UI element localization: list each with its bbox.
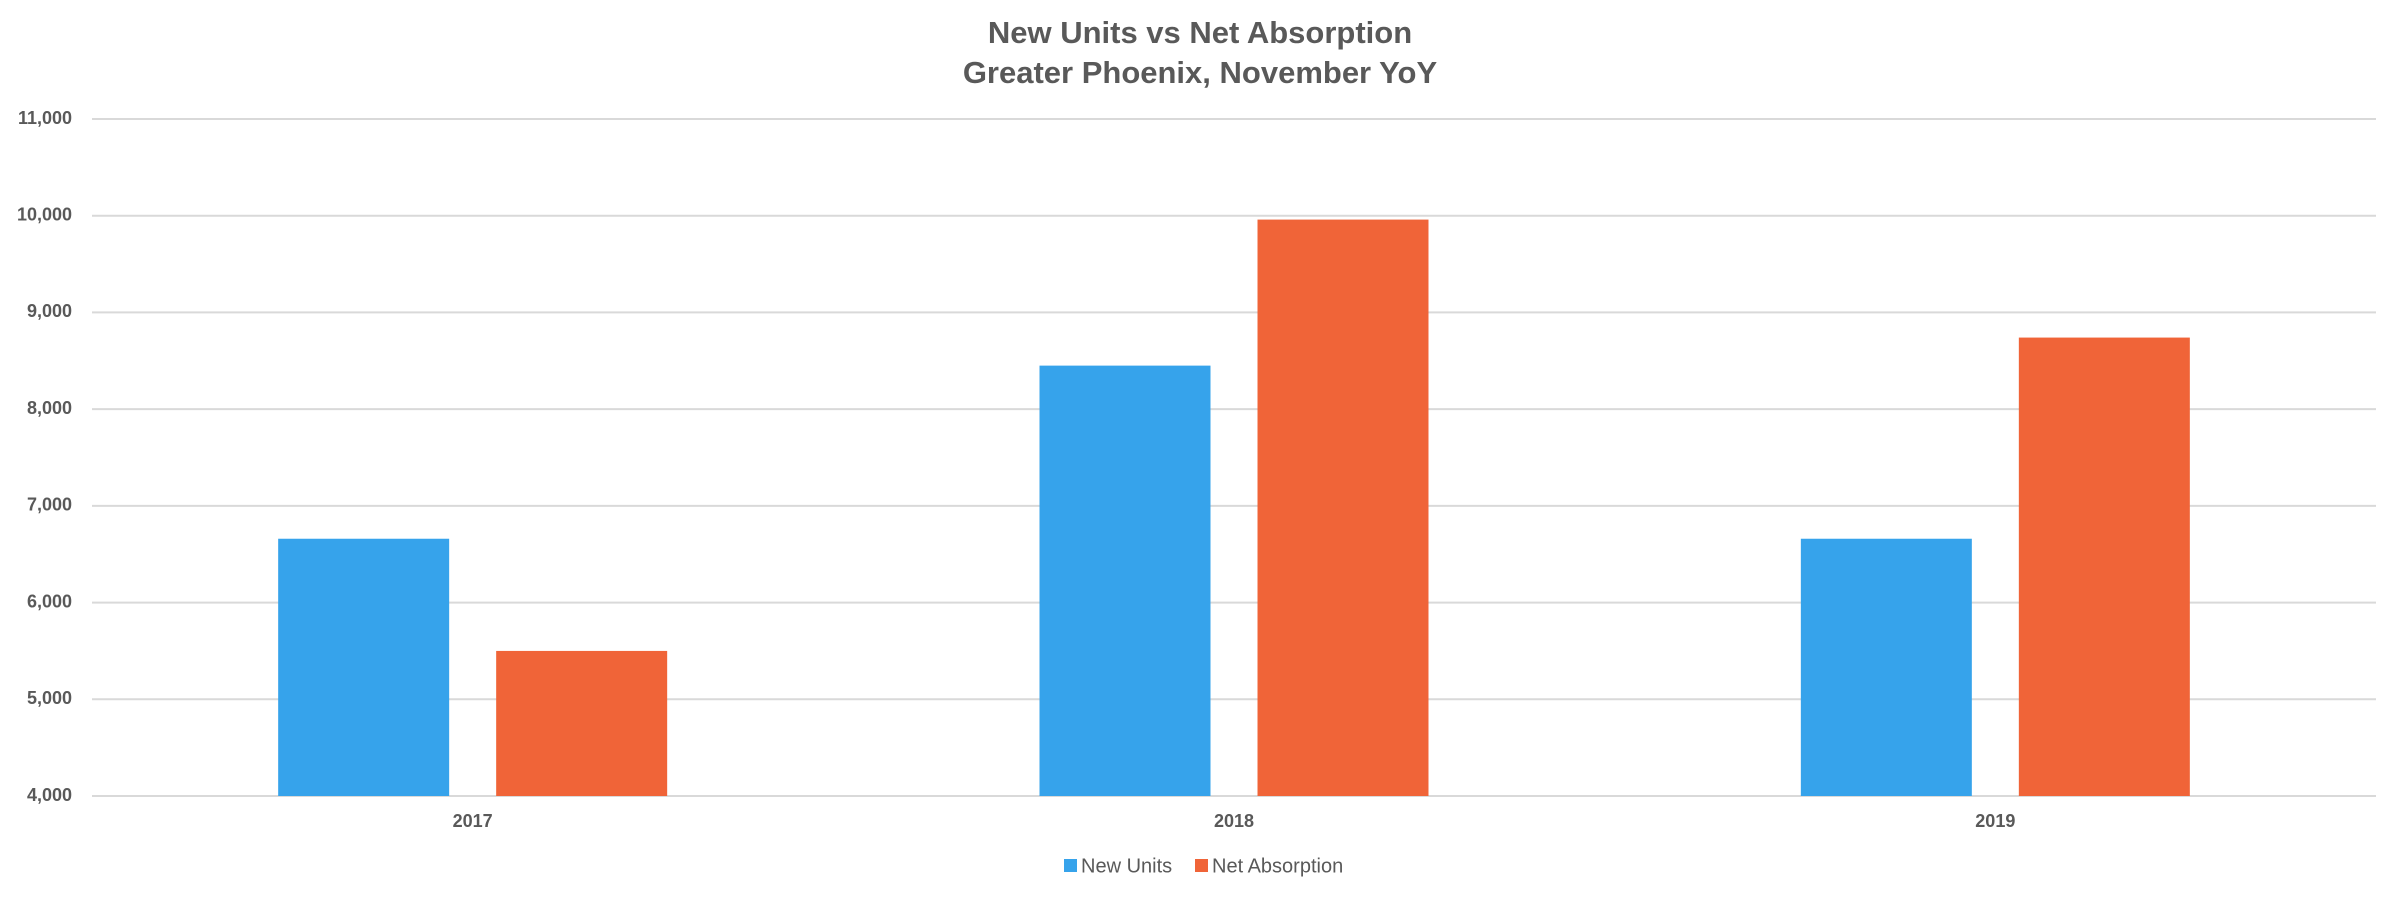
y-tick-label: 6,000 xyxy=(27,591,72,611)
bar xyxy=(278,538,450,796)
x-tick-label: 2019 xyxy=(1975,811,2015,831)
bar xyxy=(1039,365,1211,796)
x-tick-label: 2018 xyxy=(1214,811,1254,831)
bar xyxy=(1800,538,1972,796)
chart-subtitle: Greater Phoenix, November YoY xyxy=(963,55,1438,90)
legend-swatch xyxy=(1195,859,1208,872)
y-tick-label: 4,000 xyxy=(27,785,72,805)
bar xyxy=(496,650,668,796)
y-tick-label: 9,000 xyxy=(27,301,72,321)
y-tick-label: 10,000 xyxy=(17,204,72,224)
legend-label: New Units xyxy=(1081,855,1172,877)
legend-label: Net Absorption xyxy=(1212,855,1343,877)
y-tick-label: 7,000 xyxy=(27,495,72,515)
legend-swatch xyxy=(1064,859,1077,872)
y-tick-label: 11,000 xyxy=(18,108,72,128)
chart-title: New Units vs Net Absorption xyxy=(988,15,1412,50)
y-tick-label: 8,000 xyxy=(27,398,72,418)
x-tick-label: 2017 xyxy=(453,811,493,831)
y-tick-label: 5,000 xyxy=(27,688,72,708)
bar xyxy=(2018,337,2190,796)
bar xyxy=(1257,219,1429,796)
